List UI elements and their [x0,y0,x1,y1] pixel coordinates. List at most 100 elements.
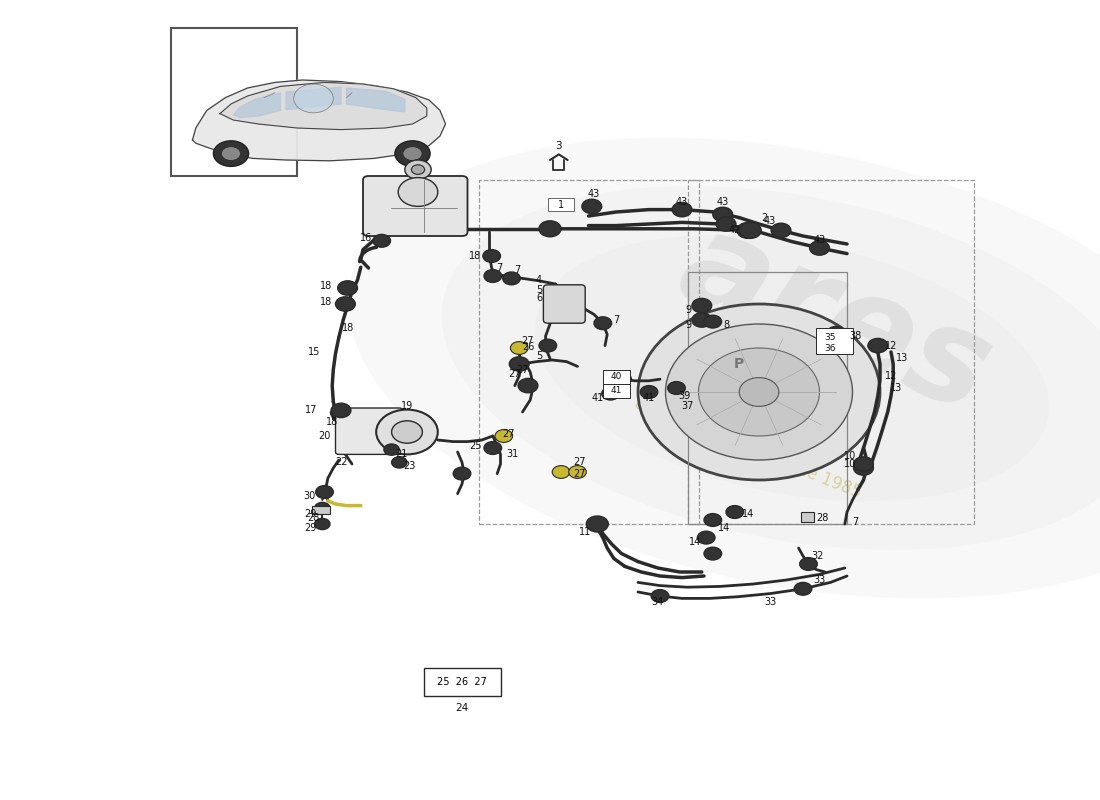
Circle shape [713,207,733,222]
Text: ares: ares [663,201,1009,439]
Text: 26: 26 [521,342,535,352]
Text: 32: 32 [811,551,824,561]
Circle shape [810,241,829,255]
Circle shape [614,373,631,386]
Ellipse shape [349,138,1100,598]
Circle shape [666,324,852,460]
Text: 25  26  27: 25 26 27 [437,677,487,687]
Circle shape [213,141,249,166]
Text: 25: 25 [469,442,482,451]
Text: 8: 8 [723,320,729,330]
Circle shape [651,590,669,602]
Text: 7: 7 [613,315,619,325]
Circle shape [221,146,241,161]
Text: 18: 18 [319,281,332,290]
Circle shape [638,304,880,480]
Text: 38: 38 [849,331,862,341]
Text: 14: 14 [689,538,702,547]
Circle shape [484,270,502,282]
Text: 43: 43 [675,197,689,206]
Text: 19: 19 [400,402,414,411]
Circle shape [392,457,407,468]
Text: 28: 28 [816,514,829,523]
Circle shape [483,250,500,262]
Text: 2: 2 [761,213,768,222]
Text: 23: 23 [403,461,416,470]
Circle shape [582,199,602,214]
Text: 43: 43 [716,197,729,206]
Circle shape [594,317,612,330]
Text: 7: 7 [852,517,859,526]
Circle shape [552,466,570,478]
Circle shape [336,297,355,311]
Circle shape [518,378,538,393]
Circle shape [392,421,422,443]
Text: 31: 31 [506,450,519,459]
Circle shape [509,357,529,371]
Text: 18: 18 [319,298,332,307]
Text: 13: 13 [890,383,903,393]
Circle shape [331,403,351,418]
Circle shape [316,486,333,498]
Text: 27: 27 [508,370,521,379]
Text: 33: 33 [813,575,826,585]
Text: 21: 21 [395,450,408,459]
Text: 27: 27 [516,365,529,374]
Circle shape [569,466,586,478]
Circle shape [586,516,608,532]
Circle shape [539,339,557,352]
Text: 24: 24 [455,703,469,713]
Circle shape [484,442,502,454]
Circle shape [827,326,845,339]
Text: 27: 27 [521,336,535,346]
Circle shape [602,387,619,400]
Circle shape [495,430,513,442]
Circle shape [338,281,358,295]
Text: 5: 5 [536,351,542,361]
Text: 14: 14 [741,509,755,518]
Text: 27: 27 [502,429,515,438]
Polygon shape [220,82,427,130]
Text: 40: 40 [610,372,621,382]
Circle shape [668,382,685,394]
Text: 3: 3 [556,142,562,151]
Text: 29: 29 [304,509,317,518]
Polygon shape [233,93,280,118]
Text: 18: 18 [341,323,354,333]
Ellipse shape [442,186,1100,550]
Text: 41: 41 [642,393,656,402]
Text: 43: 43 [813,235,826,245]
Text: 5: 5 [536,285,542,294]
Circle shape [539,221,561,237]
Text: 33: 33 [763,597,777,606]
Text: 12: 12 [884,341,898,350]
Circle shape [384,444,399,455]
FancyBboxPatch shape [336,408,403,454]
Circle shape [771,223,791,238]
Text: 16: 16 [360,233,373,242]
Circle shape [726,506,744,518]
FancyBboxPatch shape [363,176,468,236]
Circle shape [692,313,712,327]
Circle shape [395,141,430,166]
Circle shape [510,342,528,354]
Bar [603,384,630,398]
Text: 27: 27 [573,458,586,467]
Circle shape [739,378,779,406]
Text: 10: 10 [844,451,857,461]
Circle shape [411,165,425,174]
Bar [603,370,630,384]
Text: 20: 20 [318,431,331,441]
Circle shape [453,467,471,480]
Bar [424,668,500,696]
Bar [688,272,847,524]
Text: a passion for cars since 1985: a passion for cars since 1985 [632,394,864,502]
Circle shape [692,298,712,313]
Circle shape [672,202,692,217]
Text: 34: 34 [651,597,664,606]
Circle shape [376,410,438,454]
Text: 11: 11 [579,527,592,537]
Text: 6: 6 [536,293,542,302]
Bar [548,198,574,211]
Text: 37: 37 [681,401,694,410]
